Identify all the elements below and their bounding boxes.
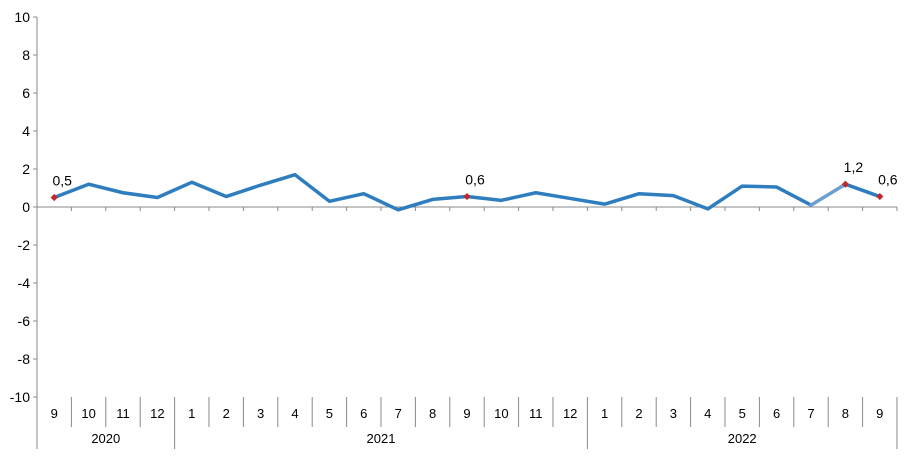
x-tick-label: 12: [563, 406, 577, 421]
series-line-end: [843, 182, 882, 199]
series-line-highlight: [809, 182, 848, 207]
x-tick-label: 3: [257, 406, 264, 421]
x-tick-label: 11: [529, 406, 543, 421]
x-tick-label: 6: [360, 406, 367, 421]
x-tick-label: 10: [81, 406, 95, 421]
data-point-marker: [463, 192, 471, 201]
y-tick-label: 2: [22, 161, 30, 177]
x-tick-label: 4: [291, 406, 298, 421]
y-tick-label: -2: [18, 237, 31, 253]
x-tick-label: 11: [116, 406, 130, 421]
data-label: 0,6: [465, 172, 485, 188]
data-point-marker: [841, 180, 849, 188]
data-label: 0,6: [878, 172, 898, 188]
x-tick-label: 5: [739, 406, 746, 421]
x-tick-label: 4: [704, 406, 711, 421]
x-tick-label: 5: [326, 406, 333, 421]
year-label: 2020: [91, 431, 120, 446]
y-tick-label: -10: [10, 389, 30, 405]
x-tick-label: 7: [395, 406, 402, 421]
y-tick-label: 6: [22, 85, 30, 101]
year-label: 2021: [367, 431, 396, 446]
x-tick-label: 1: [601, 406, 608, 421]
y-tick-label: -8: [18, 351, 31, 367]
y-tick-label: -6: [18, 313, 31, 329]
x-tick-label: 7: [807, 406, 814, 421]
x-tick-label: 12: [150, 406, 164, 421]
x-tick-label: 6: [773, 406, 780, 421]
series-group: [50, 172, 884, 212]
data-point-marker: [876, 192, 884, 201]
data-point-marker: [50, 193, 58, 202]
year-label: 2022: [728, 431, 757, 446]
x-tick-label: 2: [223, 406, 230, 421]
series-line: [52, 172, 813, 212]
x-tick-label: 9: [876, 406, 883, 421]
x-tick-label: 3: [670, 406, 677, 421]
y-tick-label: 4: [22, 123, 30, 139]
x-tick-label: 9: [51, 406, 58, 421]
y-tick-label: 10: [14, 9, 30, 25]
y-tick-label: -4: [18, 275, 31, 291]
data-label: 1,2: [844, 159, 864, 175]
y-tick-label: 8: [22, 47, 30, 63]
x-tick-label: 10: [494, 406, 508, 421]
x-tick-label: 2: [635, 406, 642, 421]
y-axis: 10 8 6 4 2 0 -2 -4 -6 -8 -10: [10, 9, 38, 405]
x-tick-label: 8: [842, 406, 849, 421]
data-label: 0,5: [52, 173, 72, 189]
data-labels: 0,5 0,6 1,2 0,6: [52, 159, 897, 188]
x-tick-label: 1: [188, 406, 195, 421]
x-tick-label: 9: [463, 406, 470, 421]
x-tick-label: 8: [429, 406, 436, 421]
y-tick-label: 0: [22, 199, 30, 215]
